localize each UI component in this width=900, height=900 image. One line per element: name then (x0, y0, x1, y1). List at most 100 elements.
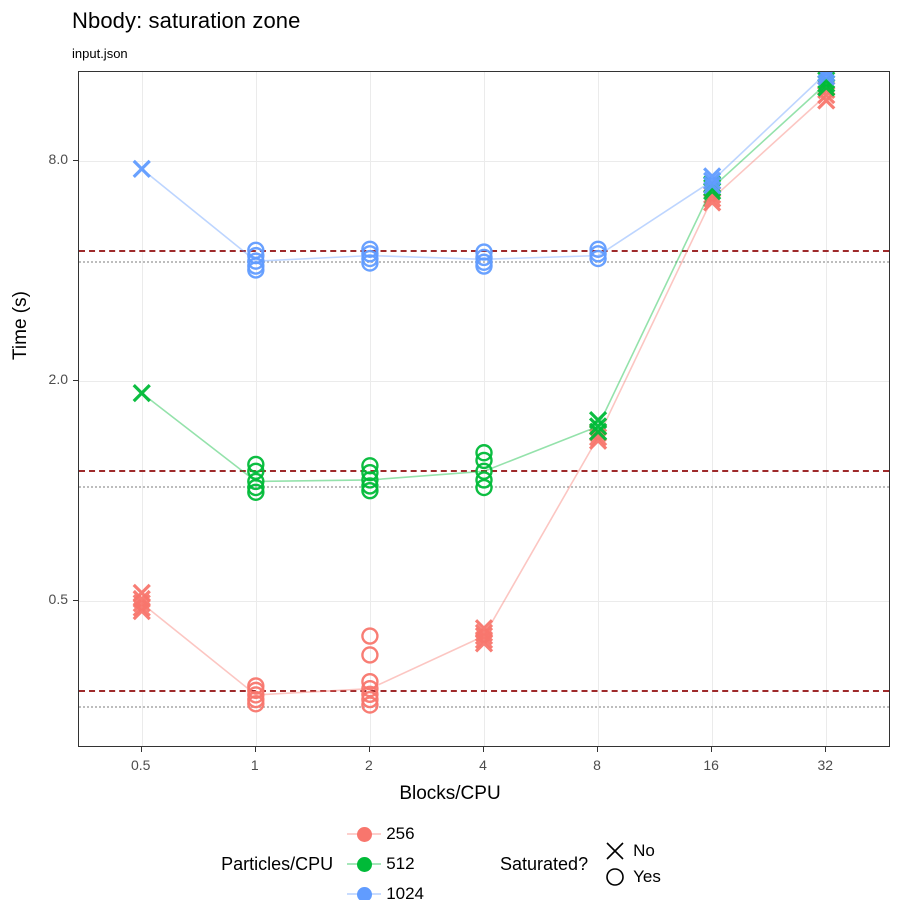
data-point-cross (588, 422, 608, 441)
data-point-circle (475, 462, 493, 480)
x-axis-label: Blocks/CPU (399, 783, 501, 804)
data-point-circle (361, 680, 379, 698)
data-point-circle (475, 451, 493, 470)
gridline-vertical (141, 72, 143, 746)
legend-entry-512[interactable]: 512 (347, 849, 424, 879)
x-tick-mark (368, 747, 370, 752)
y-tick-label: 2.0 (48, 370, 68, 387)
data-point-cross (817, 72, 836, 86)
legend-label: 512 (386, 854, 415, 873)
data-point-circle (247, 252, 265, 270)
reference-line-dashed (79, 689, 889, 692)
legend-color-title: Particles/CPU (221, 853, 334, 874)
x-tick-mark (140, 747, 142, 752)
series-1024 (132, 72, 836, 279)
legend-entry-No[interactable]: No (602, 838, 661, 864)
data-point-circle (361, 463, 379, 482)
data-point-cross (588, 417, 608, 436)
data-point-circle (475, 471, 493, 489)
plot-panel (78, 71, 890, 747)
cross-x-icon (602, 838, 628, 864)
series-line (141, 83, 827, 483)
legend: Particles/CPU 256 512 1024 Saturated? No Ye… (0, 824, 900, 900)
data-point-circle (589, 245, 607, 263)
x-tick-label: 8 (593, 757, 601, 773)
x-tick-label: 2 (365, 757, 373, 773)
x-tick-label: 0.5 (131, 757, 151, 773)
data-point-circle (361, 245, 379, 263)
data-point-circle (589, 249, 607, 268)
x-tick-label: 4 (479, 757, 487, 773)
legend-label: No (633, 841, 655, 860)
legend-entry-Yes[interactable]: Yes (602, 864, 661, 890)
data-point-circle (475, 248, 493, 267)
x-tick-label: 16 (703, 757, 719, 773)
series-512 (132, 72, 836, 501)
legend-entry-256[interactable]: 256 (347, 819, 424, 849)
y-tick-mark (73, 379, 78, 381)
legend-label: 1024 (386, 884, 425, 900)
series-line (141, 72, 827, 262)
data-point-circle (361, 254, 379, 272)
data-point-cross (474, 630, 494, 650)
data-point-circle (361, 481, 379, 500)
x-tick-mark (711, 747, 713, 752)
data-point-circle (247, 695, 265, 713)
data-point-circle (247, 681, 265, 700)
legend-color-swatch (347, 819, 382, 849)
data-point-circle (361, 249, 379, 268)
legend-shape-block: Saturated? No Yes (500, 838, 679, 890)
x-tick-mark (825, 747, 827, 752)
data-point-circle (247, 261, 265, 279)
x-tick-mark (254, 747, 256, 752)
data-point-circle (361, 627, 379, 645)
gridline-vertical (826, 72, 828, 746)
data-point-circle (247, 478, 265, 497)
data-point-cross (817, 72, 836, 79)
data-point-circle (589, 240, 607, 258)
legend-shape-title: Saturated? (500, 853, 589, 874)
circle-open-icon (602, 864, 628, 890)
y-tick-mark (73, 599, 78, 601)
data-point-cross (817, 72, 836, 83)
data-point-circle (361, 646, 379, 664)
reference-line-dashed (79, 469, 889, 472)
data-point-circle (475, 444, 493, 462)
legend-entry-1024[interactable]: 1024 (347, 879, 424, 900)
reference-line-dotted (79, 261, 889, 264)
data-point-circle (361, 477, 379, 495)
data-point-cross (132, 383, 151, 403)
data-point-circle (361, 240, 379, 258)
x-tick-mark (597, 747, 599, 752)
x-tick-label: 1 (250, 757, 259, 773)
y-tick-label: 0.5 (48, 590, 68, 607)
data-point-circle (475, 257, 493, 275)
data-point-cross (474, 626, 494, 646)
legend-color-swatch (347, 849, 382, 879)
gridline-vertical (255, 72, 257, 746)
data-point-cross (474, 634, 494, 653)
gridline-vertical (369, 72, 371, 746)
data-point-circle (247, 472, 265, 491)
data-series-layer (132, 72, 836, 714)
page-subtitle: input.json (72, 46, 128, 61)
reference-line-dotted (79, 706, 889, 709)
series-256 (132, 80, 836, 714)
series-line (141, 94, 827, 696)
legend-label: Yes (633, 867, 661, 886)
data-point-circle (475, 478, 493, 497)
data-point-circle (361, 685, 379, 704)
data-point-cross (703, 176, 722, 195)
data-point-cross (817, 91, 836, 110)
x-tick-mark (483, 747, 484, 752)
data-point-cross (703, 171, 722, 190)
y-tick-mark (73, 159, 78, 161)
data-point-circle (247, 462, 265, 480)
legend-label: 256 (386, 824, 415, 843)
reference-line-dashed (79, 250, 889, 253)
data-point-circle (361, 672, 379, 691)
data-point-cross (132, 601, 151, 621)
data-point-circle (361, 471, 379, 489)
data-point-circle (361, 696, 379, 714)
